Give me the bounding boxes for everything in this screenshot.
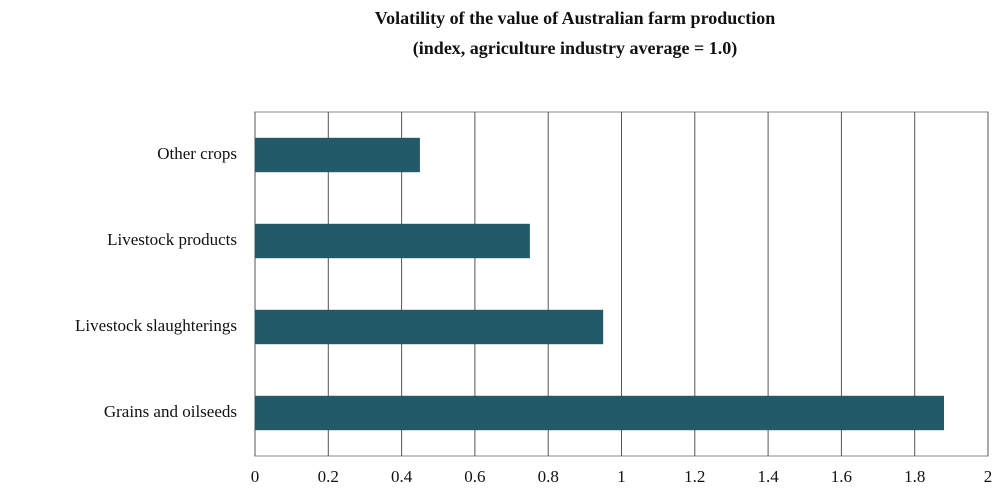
x-tick-label: 0: [251, 467, 260, 486]
x-tick-label: 1: [617, 467, 626, 486]
chart-title: Volatility of the value of Australian fa…: [375, 8, 776, 28]
y-tick-label: Grains and oilseeds: [104, 402, 237, 421]
bar: [255, 223, 530, 259]
x-tick-label: 1.8: [904, 467, 925, 486]
y-tick-label: Livestock products: [107, 230, 237, 249]
x-tick-label: 0.6: [464, 467, 485, 486]
bar: [255, 309, 604, 345]
x-tick-label: 1.2: [684, 467, 705, 486]
y-tick-label: Other crops: [157, 144, 237, 163]
x-tick-label: 2: [984, 467, 993, 486]
bar: [255, 395, 945, 431]
x-tick-label: 0.8: [538, 467, 559, 486]
x-tick-label: 0.4: [391, 467, 413, 486]
x-tick-label: 1.4: [757, 467, 779, 486]
x-tick-label: 1.6: [831, 467, 852, 486]
bar: [255, 137, 420, 173]
x-tick-label: 0.2: [318, 467, 339, 486]
y-tick-label: Livestock slaughterings: [75, 316, 237, 335]
chart-subtitle: (index, agriculture industry average = 1…: [413, 38, 737, 59]
